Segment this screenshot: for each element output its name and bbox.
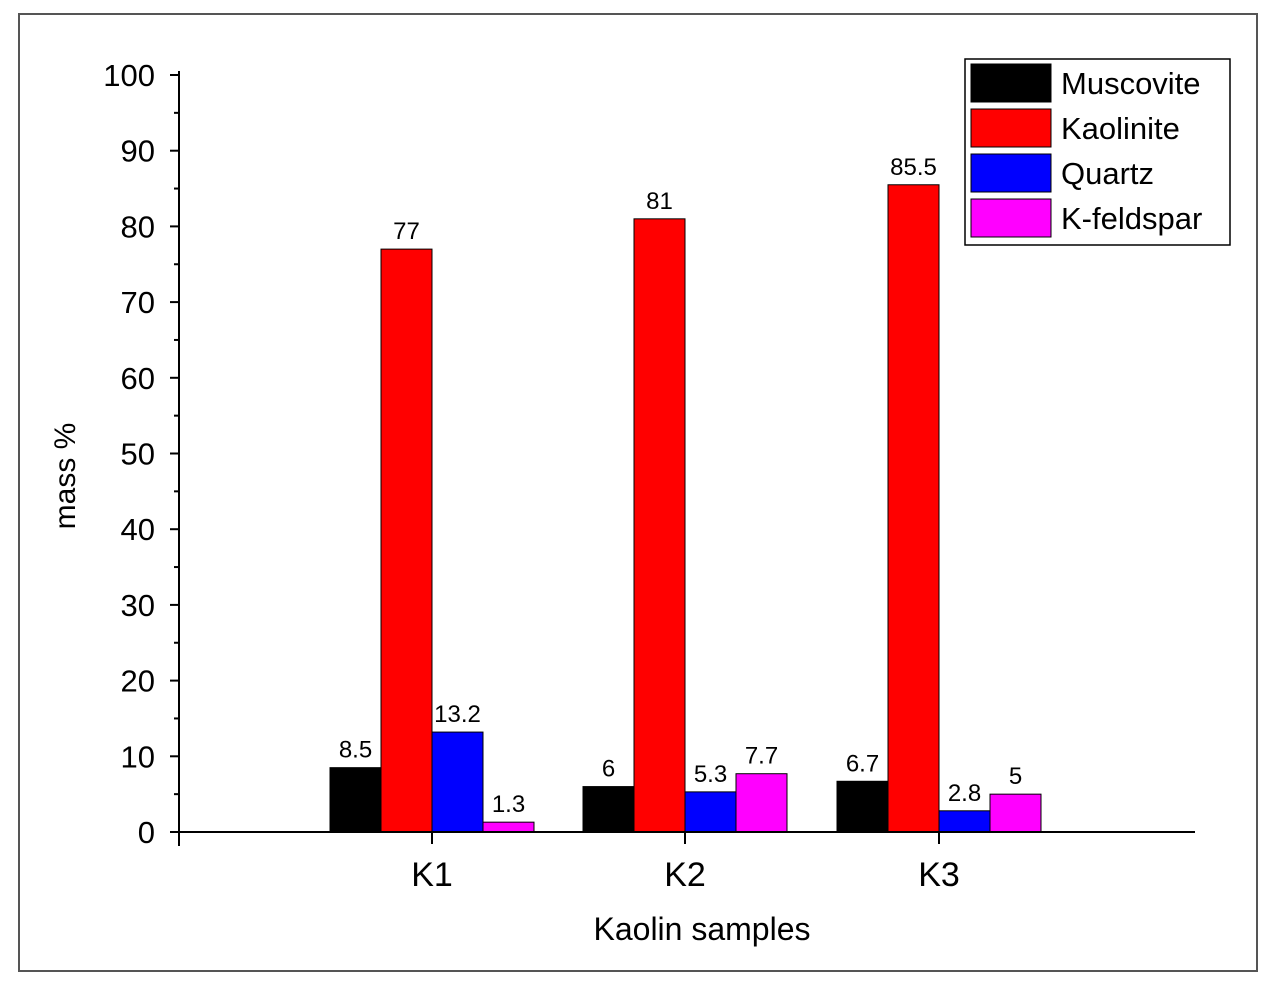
x-axis-label: Kaolin samples xyxy=(594,911,811,947)
bar-quartz-k3 xyxy=(938,810,991,833)
y-tick-label: 30 xyxy=(121,588,155,623)
y-tick-label: 60 xyxy=(121,361,155,396)
data-label-kaolinite-k3: 85.5 xyxy=(890,154,937,181)
y-tick-label: 100 xyxy=(103,58,155,93)
bar-k-feldspar-k3 xyxy=(989,793,1042,833)
bar-kaolinite-k1 xyxy=(380,248,433,833)
data-label-k-feldspar-k3: 5 xyxy=(1009,763,1022,790)
bar-muscovite-k1 xyxy=(329,767,382,833)
bar-k-feldspar-k1 xyxy=(482,821,535,833)
x-tick-label: K1 xyxy=(411,856,453,894)
data-label-quartz-k2: 5.3 xyxy=(694,761,727,788)
legend-label-k-feldspar: K-feldspar xyxy=(1061,201,1202,236)
legend-swatch-k-feldspar xyxy=(970,198,1052,238)
bar-muscovite-k3 xyxy=(836,780,889,833)
axes-group: 0 10 20 30 40 50 60 70 80 90 100 K1 K2 K3 xyxy=(103,58,1195,894)
data-label-muscovite-k3: 6.7 xyxy=(846,750,879,777)
bar-k-feldspar-k2 xyxy=(735,773,788,833)
legend-swatch-kaolinite xyxy=(970,108,1052,148)
legend-swatch-quartz xyxy=(970,153,1052,193)
data-label-muscovite-k1: 8.5 xyxy=(339,737,372,764)
bar-kaolinite-k2 xyxy=(633,218,686,833)
legend-swatch-muscovite xyxy=(970,63,1052,103)
data-label-k-feldspar-k2: 7.7 xyxy=(745,743,778,770)
y-tick-label: 20 xyxy=(121,664,155,699)
y-tick-label: 10 xyxy=(121,739,155,774)
bar-labels-group: 8.5 6 6.7 77 81 85.5 13.2 5.3 2.8 1.3 7.7 5 xyxy=(339,154,1022,818)
y-tick-label: 40 xyxy=(121,512,155,547)
bar-quartz-k2 xyxy=(684,791,737,833)
y-axis-label: mass % xyxy=(49,423,82,530)
y-tick-label: 90 xyxy=(121,134,155,169)
data-label-kaolinite-k1: 77 xyxy=(393,218,420,245)
bar-quartz-k1 xyxy=(431,731,484,833)
legend-label-kaolinite: Kaolinite xyxy=(1061,111,1180,146)
x-tick-label: K2 xyxy=(664,856,706,894)
x-tick-label: K3 xyxy=(918,856,960,894)
legend-label-muscovite: Muscovite xyxy=(1061,66,1201,101)
bars-group xyxy=(329,184,1042,833)
legend-label-quartz: Quartz xyxy=(1061,156,1154,191)
y-tick-label: 50 xyxy=(121,437,155,472)
legend: Muscovite Kaolinite Quartz K-feldspar xyxy=(964,58,1231,246)
y-tick-label: 70 xyxy=(121,285,155,320)
data-label-kaolinite-k2: 81 xyxy=(646,188,673,215)
data-label-k-feldspar-k1: 1.3 xyxy=(492,791,525,818)
data-label-quartz-k3: 2.8 xyxy=(948,780,981,807)
y-tick-label: 80 xyxy=(121,209,155,244)
bar-kaolinite-k3 xyxy=(887,184,940,833)
y-tick-label: 0 xyxy=(138,815,155,850)
bar-muscovite-k2 xyxy=(582,786,635,833)
data-label-muscovite-k2: 6 xyxy=(602,756,615,783)
data-label-quartz-k1: 13.2 xyxy=(434,701,481,728)
